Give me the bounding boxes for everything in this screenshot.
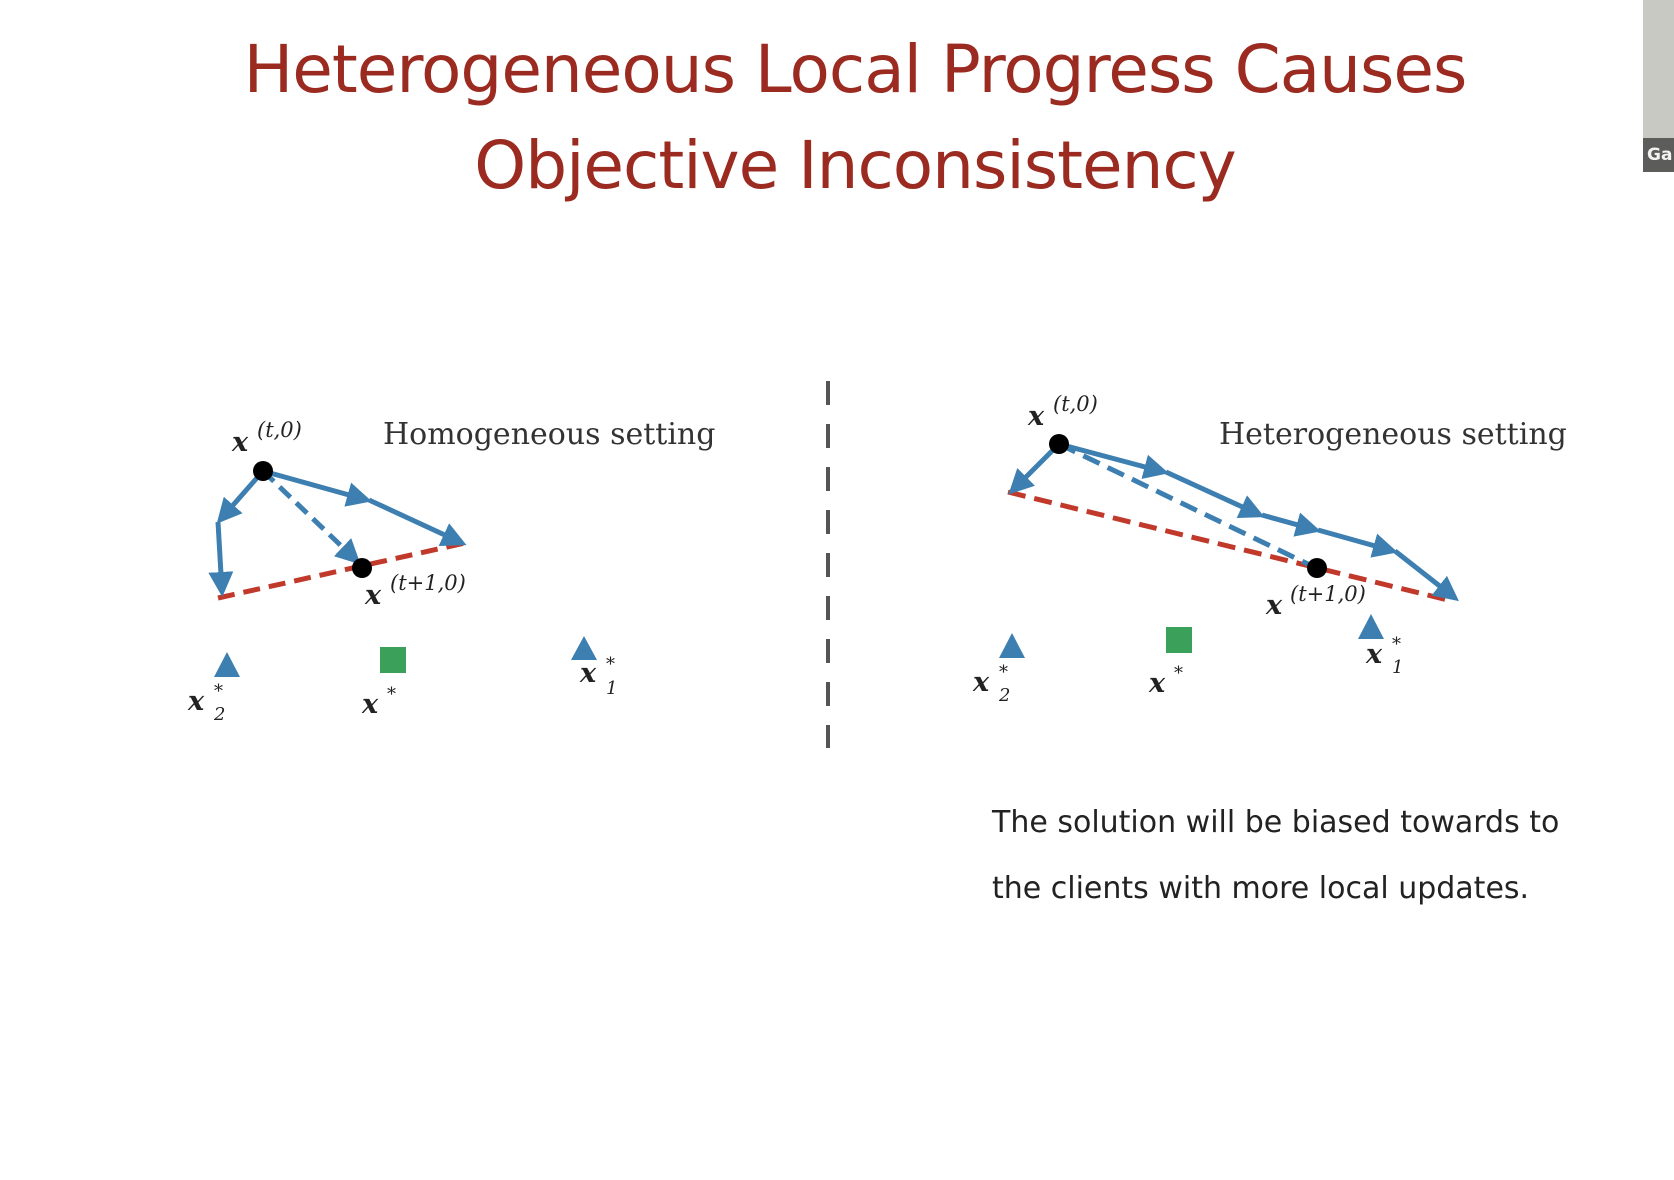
right-global-update-arrow (1057, 441, 1314, 569)
right-client1-step-4-arrow (1317, 527, 1398, 558)
right-client1-label: x (1365, 639, 1383, 670)
homogeneous-panel: x (t,0) x (t+1,0) Homogeneous setting x … (187, 417, 715, 725)
left-client2-sub: 2 (213, 704, 225, 725)
left-client1-label: x (579, 658, 597, 689)
caption: The solution will be biased towards to t… (992, 790, 1632, 922)
right-client2-label: x (972, 667, 990, 698)
left-client2-step-1-arrow (216, 469, 265, 524)
left-end-point-label: x (364, 580, 382, 611)
right-client1-sup: * (1392, 634, 1401, 655)
right-client1-step-5-arrow (1393, 549, 1459, 602)
left-client1-sup: * (606, 654, 615, 675)
left-client2-step-2-arrow (208, 521, 234, 597)
left-start-point-sup: (t,0) (257, 418, 302, 442)
right-average-line (1007, 489, 1453, 604)
right-optimum-label: x (1148, 668, 1166, 699)
left-client1-sub: 1 (606, 678, 617, 699)
homogeneous-setting-label: Homogeneous setting (383, 417, 715, 452)
right-client2-sub: 2 (998, 685, 1010, 706)
right-client2-step-arrow (1008, 442, 1061, 495)
right-client1-step-2-arrow (1164, 469, 1265, 519)
right-client2-optimum-marker (999, 633, 1025, 658)
video-thumbnail-label: Ga (1643, 138, 1674, 172)
slide-title-line-1: Heterogeneous Local Progress Causes (243, 31, 1468, 108)
left-client1-optimum-marker (571, 636, 597, 660)
right-client1-step-3-arrow (1261, 512, 1321, 537)
left-average-line (217, 540, 466, 601)
caption-line-2: the clients with more local updates. (992, 871, 1530, 906)
caption-line-1: The solution will be biased towards to (992, 805, 1560, 840)
slide-title: Heterogeneous Local Progress Causes Obje… (0, 22, 1674, 214)
right-end-point-label: x (1265, 590, 1283, 621)
left-end-point-sup: (t+1,0) (390, 571, 466, 595)
right-optimum-sup: * (1174, 663, 1183, 684)
right-global-optimum-marker (1166, 627, 1192, 653)
right-end-point-sup: (t+1,0) (1290, 582, 1366, 606)
left-client2-label: x (187, 686, 205, 717)
left-end-point (352, 558, 372, 578)
right-start-point (1049, 434, 1069, 454)
heterogeneous-setting-label: Heterogeneous setting (1219, 417, 1567, 452)
right-client1-sub: 1 (1392, 657, 1403, 678)
left-client2-sup: * (214, 681, 223, 702)
left-global-optimum-marker (380, 647, 406, 673)
left-client1-step-1-arrow (262, 468, 372, 507)
right-start-point-label: x (1027, 401, 1045, 432)
left-client2-optimum-marker (214, 652, 240, 677)
left-optimum-label: x (361, 689, 379, 720)
video-thumbnail[interactable]: Ga (1643, 0, 1674, 172)
slide-title-line-2: Objective Inconsistency (474, 127, 1237, 204)
heterogeneous-panel: x (t,0) x (t+1,0) Heterogeneous setting … (972, 392, 1567, 706)
right-end-point (1307, 558, 1327, 578)
right-client1-optimum-marker (1358, 614, 1384, 639)
right-client2-sup: * (999, 662, 1008, 683)
left-client1-step-2-arrow (367, 497, 467, 546)
right-client1-step-1-arrow (1058, 441, 1169, 479)
left-start-point-label: x (231, 427, 249, 458)
left-optimum-sup: * (387, 684, 396, 705)
left-start-point (253, 461, 273, 481)
right-start-point-sup: (t,0) (1053, 392, 1098, 416)
